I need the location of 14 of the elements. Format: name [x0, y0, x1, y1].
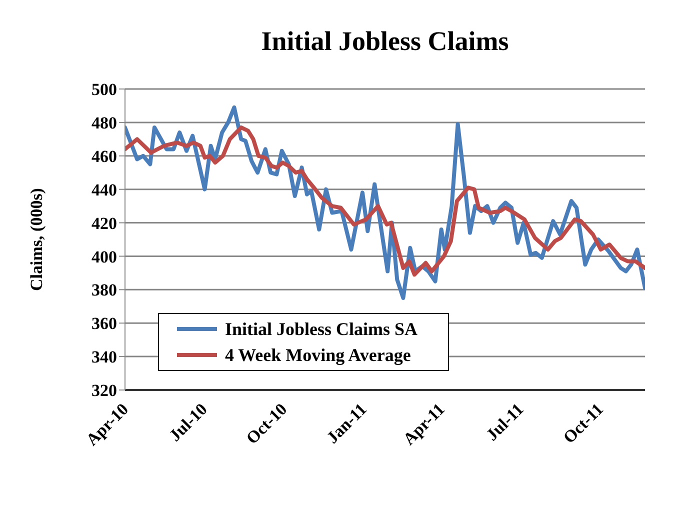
y-tick-label: 480 — [92, 113, 117, 132]
y-tick-label: 400 — [92, 247, 117, 266]
chart-title: Initial Jobless Claims — [260, 26, 510, 57]
y-axis-title: Claims, (000s) — [27, 188, 46, 291]
y-tick-label: 440 — [92, 180, 117, 200]
y-tick-label: 360 — [92, 314, 117, 334]
y-tick-label: 340 — [92, 348, 117, 367]
y-tick-label: 500 — [92, 80, 117, 100]
y-tick-label: 320 — [92, 381, 117, 400]
legend-label: 4 Week Moving Average — [225, 344, 411, 367]
y-tick-label: 380 — [92, 280, 117, 300]
y-tick-label: 460 — [92, 146, 117, 166]
legend-label: Initial Jobless Claims SA — [225, 318, 418, 341]
y-tick-label: 420 — [92, 214, 117, 233]
